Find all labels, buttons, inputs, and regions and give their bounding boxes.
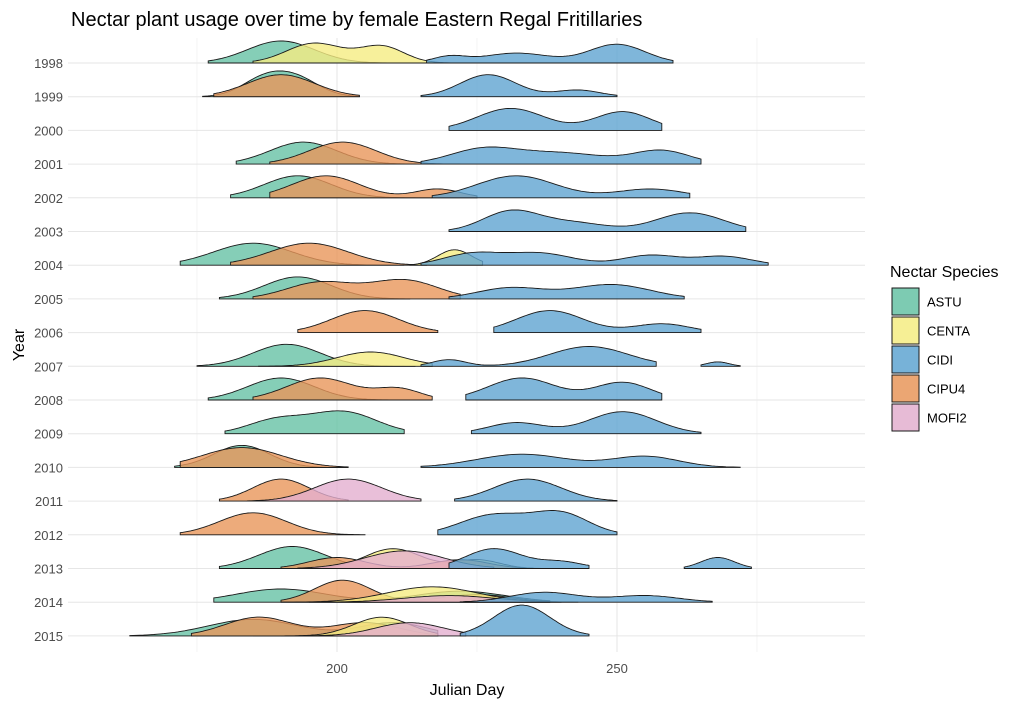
legend-swatch-astu <box>891 287 920 316</box>
y-tick-label: 2000 <box>34 123 63 138</box>
density-ridge-2013-cidi <box>448 548 590 569</box>
y-tick-label: 2006 <box>34 326 63 341</box>
density-ridge-2002-cidi <box>431 175 691 199</box>
density-ridge-2009-astu <box>224 410 405 435</box>
y-tick-label: 2008 <box>34 393 63 408</box>
legend-label-cipu4: CIPU4 <box>927 382 965 397</box>
legend-swatch-cidi <box>891 345 920 374</box>
legend-swatch-centa <box>891 316 920 345</box>
x-tick-label: 250 <box>606 661 628 676</box>
density-ridge-2011-cidi <box>454 478 618 502</box>
density-ridge-2010-cidi <box>420 453 741 468</box>
y-tick-label: 2010 <box>34 460 63 475</box>
density-ridge-2006-cidi <box>493 310 702 334</box>
y-tick-label: 2015 <box>34 629 63 644</box>
density-ridge-2007-cidi <box>700 361 741 367</box>
density-ridge-2010-cipu4 <box>179 447 349 468</box>
x-axis-label: Julian Day <box>430 682 505 699</box>
x-axis: 200 250 <box>326 661 628 676</box>
legend-title: Nectar Species <box>890 264 999 281</box>
y-tick-label: 1998 <box>34 56 63 71</box>
y-tick-label: 2007 <box>34 359 63 374</box>
density-ridge-2007-cidi <box>420 346 657 367</box>
legend-label-astu: ASTU <box>927 295 962 310</box>
density-ridge-1998-cidi <box>426 43 674 64</box>
density-ridge-2011-mofi2 <box>246 478 422 502</box>
density-ridge-2012-cidi <box>437 510 618 536</box>
chart-title: Nectar plant usage over time by female E… <box>71 9 642 31</box>
y-tick-label: 2009 <box>34 427 63 442</box>
legend-label-centa: CENTA <box>927 324 970 339</box>
density-ridge-1999-cipu4 <box>213 74 360 98</box>
legend-label-cidi: CIDI <box>927 353 953 368</box>
density-ridge-2005-cidi <box>448 284 685 300</box>
y-tick-label: 2001 <box>34 157 63 172</box>
density-ridge-2007-centa <box>258 351 433 367</box>
y-tick-label: 2011 <box>35 494 63 509</box>
legend: Nectar Species ASTU CENTA CIDI CIPU4 MOFI2 <box>890 264 999 432</box>
legend-label-mofi2: MOFI2 <box>927 411 967 426</box>
y-tick-label: 2013 <box>34 562 63 577</box>
y-tick-label: 2004 <box>34 258 63 273</box>
density-ridge-2015-cidi <box>459 604 590 637</box>
y-tick-label: 2002 <box>34 191 63 206</box>
density-ridge-2015-mofi2 <box>281 622 467 637</box>
legend-swatch-mofi2 <box>891 403 920 432</box>
density-ridge-2004-cipu4 <box>230 242 428 266</box>
density-ridge-2008-cidi <box>465 377 663 401</box>
y-tick-label: 2012 <box>34 528 63 543</box>
density-ridge-2008-cipu4 <box>252 377 433 401</box>
y-tick-label: 2005 <box>34 292 63 307</box>
legend-swatch-cipu4 <box>891 374 920 403</box>
density-ridge-2003-cidi <box>448 209 747 232</box>
y-tick-label: 1999 <box>34 90 63 105</box>
density-ridge-2012-cipu4 <box>179 512 366 536</box>
y-tick-label: 2014 <box>34 595 63 610</box>
x-tick-label: 200 <box>326 661 348 676</box>
density-ridge-2000-cidi <box>448 107 663 131</box>
density-ridge-2001-cidi <box>420 146 702 165</box>
density-ridge-2004-cidi <box>420 251 769 266</box>
density-ridge-2005-cipu4 <box>252 278 461 300</box>
density-ridge-2013-cidi <box>683 557 752 569</box>
y-axis-label: Year <box>11 328 28 361</box>
density-ridge-2014-cidi <box>459 591 713 603</box>
y-axis: 1998 1999 2000 2001 2002 2003 2004 2005 2006 2007… <box>34 56 63 644</box>
density-ridge-1999-cidi <box>420 74 618 98</box>
density-ridge-2009-cidi <box>470 411 702 435</box>
density-layer <box>129 40 769 637</box>
y-tick-label: 2003 <box>34 225 63 240</box>
density-ridge-2006-cipu4 <box>297 310 439 334</box>
density-ridge-2002-cipu4 <box>269 175 478 199</box>
